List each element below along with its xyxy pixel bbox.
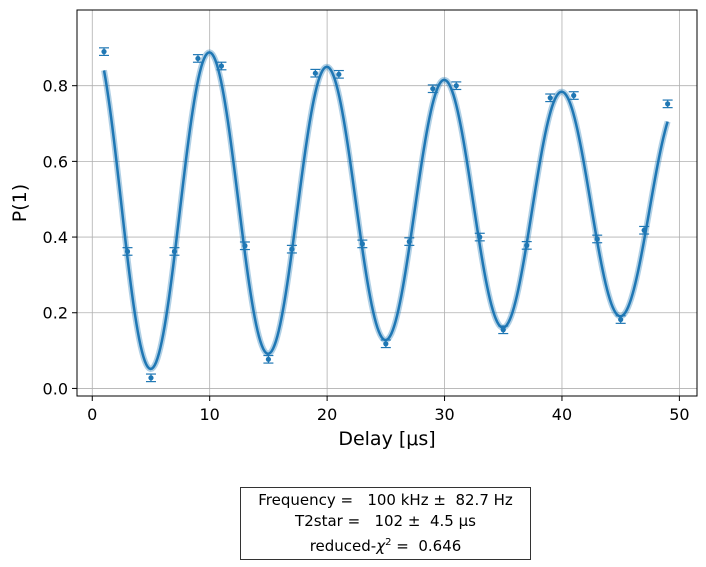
chi2-prefix: reduced- [309,537,377,555]
data-point [333,69,344,79]
data-point [169,247,180,256]
data-point-marker [406,239,412,245]
data-point [404,237,415,246]
data-point-marker [171,248,178,255]
chi2-value: = 0.646 [391,537,462,555]
data-point [474,232,485,242]
y-axis-label: P(1) [9,184,31,222]
data-point-marker [500,327,506,333]
data-point-marker [148,375,154,381]
data-point [192,54,203,63]
fit-frequency-line: Frequency = 100 kHz ± 82.7 Hz [258,491,513,509]
data-point-marker [665,101,671,107]
data-point-marker [618,316,624,323]
y-tick-label: 0.6 [43,152,68,171]
fit-confidence-band [101,49,671,373]
plot-frame [76,9,698,397]
data-point-marker [195,55,201,62]
data-point [498,325,509,335]
data-point [545,93,556,103]
y-tick-label: 0.2 [43,304,68,323]
data-point-marker [359,241,365,247]
data-point [99,47,110,57]
fit-chi2-line: reduced-χ2 = 0.646 [241,532,530,557]
x-axis-ticks: 0 10 20 30 40 50 [87,396,690,424]
y-tick-label: 0.4 [43,228,68,247]
chart: 0 10 20 30 40 50 0.0 0.2 0.4 0.6 0.8 Delay [μs] P… [9,9,698,450]
x-tick-label: 40 [552,405,572,424]
fit-report-box: Frequency = 100 kHz ± 82.7 Hz T2star = 1… [240,487,531,560]
data-point-marker [124,248,131,255]
data-point [310,68,321,78]
grid-lines [77,10,697,396]
y-tick-label: 0.0 [43,379,68,398]
x-tick-label: 10 [200,405,220,424]
data-points-layer [99,47,673,383]
data-point [145,373,156,383]
data-point-marker [101,49,107,55]
data-point-marker [289,246,295,252]
x-tick-label: 30 [434,405,454,424]
data-point [122,247,133,256]
data-point [263,354,274,364]
data-point [662,99,673,109]
x-tick-label: 20 [317,405,337,424]
data-point-marker [594,236,600,242]
data-point-marker [641,227,647,233]
chi2-superscript: 2 [385,537,392,548]
x-axis-label: Delay [μs] [338,428,435,450]
data-point-marker [336,71,342,77]
data-point-marker [430,86,436,92]
data-point-marker [218,63,225,69]
data-point-marker [571,92,577,99]
data-point-marker [547,95,553,101]
data-point [216,61,227,71]
data-point [451,81,462,91]
fit-t2star-line: T2star = 102 ± 4.5 μs [295,512,476,530]
data-point [568,91,579,100]
x-tick-label: 50 [669,405,689,424]
data-point [286,244,297,254]
data-point [380,339,391,349]
data-point [357,239,368,249]
data-point-marker [312,70,318,76]
data-point-marker [242,243,248,249]
fit-curve-layer [101,49,671,373]
data-point-marker [383,341,389,347]
data-point-marker [477,234,483,240]
chi2-symbol: χ [376,537,386,555]
x-tick-label: 0 [87,405,97,424]
data-point [592,234,603,244]
data-point-marker [453,83,459,89]
data-point-marker [265,356,272,362]
y-axis-ticks: 0.0 0.2 0.4 0.6 0.8 [43,77,77,398]
data-point [521,241,532,250]
fit-curve-line [102,51,669,371]
data-point-marker [524,242,530,248]
data-point [427,84,438,94]
y-tick-label: 0.8 [43,77,68,96]
data-point [615,315,626,324]
data-point [239,241,250,251]
data-point [639,225,650,235]
